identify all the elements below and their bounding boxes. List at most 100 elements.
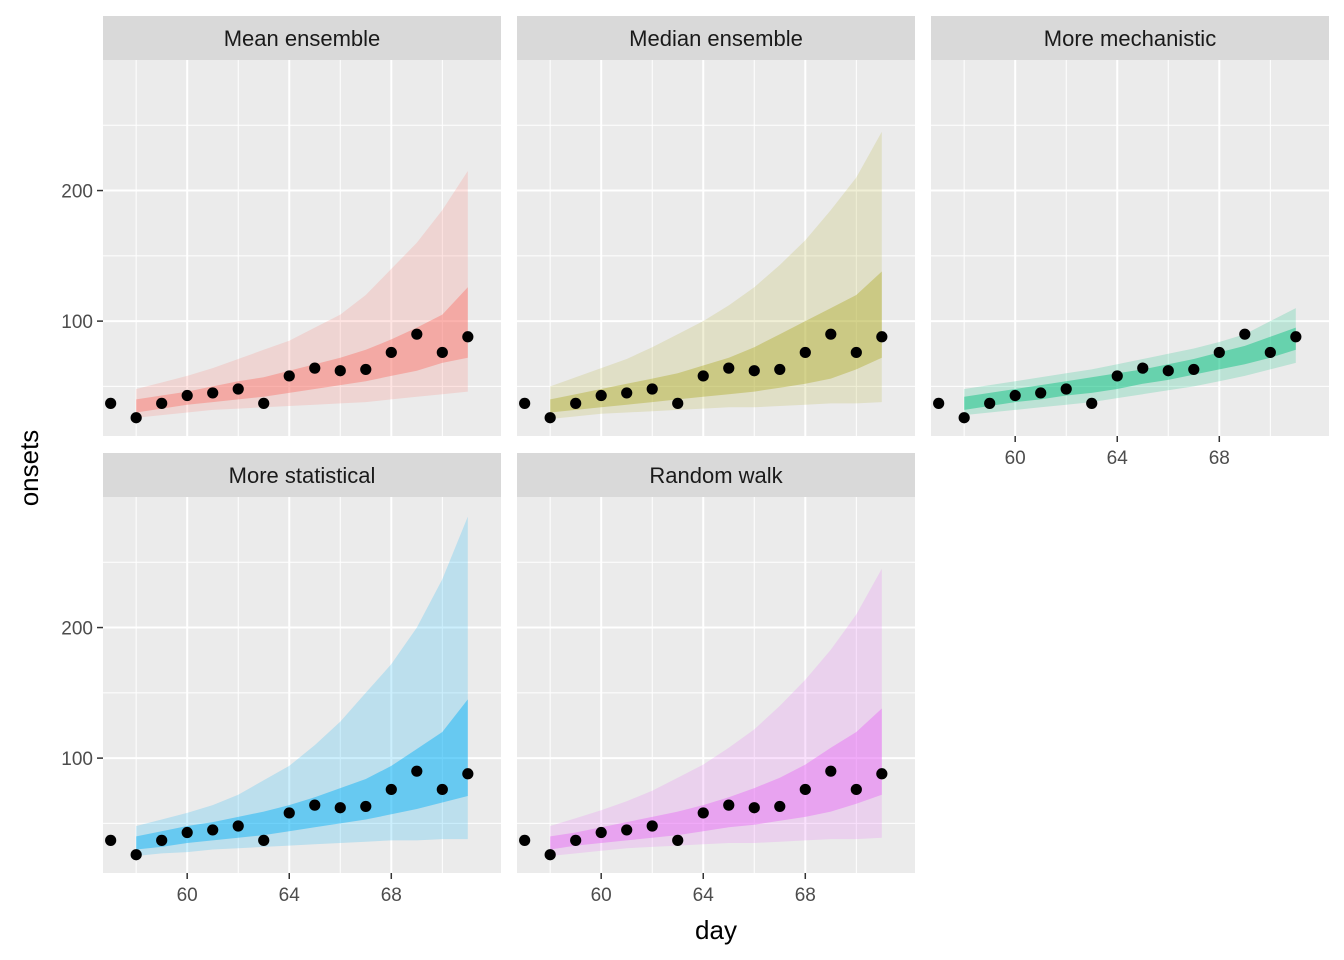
inner-interval-ribbon bbox=[550, 708, 882, 850]
observed-point bbox=[825, 328, 837, 340]
outer-interval-ribbon bbox=[136, 171, 468, 418]
panel-background bbox=[103, 497, 501, 873]
x-tick-label: 64 bbox=[1107, 448, 1129, 469]
observed-point bbox=[156, 834, 168, 846]
observed-point bbox=[876, 768, 888, 780]
observed-point bbox=[595, 389, 607, 402]
observed-point bbox=[748, 802, 760, 814]
observed-point bbox=[436, 783, 448, 796]
observed-point bbox=[258, 397, 270, 409]
observed-point bbox=[799, 346, 811, 359]
observed-point bbox=[360, 363, 372, 376]
observed-point bbox=[595, 826, 607, 839]
observed-point bbox=[748, 365, 760, 377]
x-tick-label: 68 bbox=[381, 885, 402, 906]
inner-interval-ribbon bbox=[550, 271, 882, 413]
x-axis-title: day bbox=[695, 915, 737, 945]
facet-strip bbox=[517, 453, 915, 497]
observed-point bbox=[1060, 383, 1072, 395]
observed-point bbox=[621, 824, 633, 836]
observed-point bbox=[232, 820, 244, 832]
observed-point bbox=[436, 346, 448, 359]
observed-point bbox=[850, 783, 862, 796]
observed-point bbox=[360, 800, 372, 813]
observed-point bbox=[519, 834, 531, 846]
observed-point bbox=[570, 397, 582, 409]
observed-point bbox=[1239, 328, 1251, 340]
observed-point bbox=[1162, 365, 1174, 377]
x-tick-label: 60 bbox=[177, 885, 198, 906]
panel-background bbox=[103, 60, 501, 436]
facet-strip-label: More mechanistic bbox=[1044, 26, 1216, 51]
facet-panels: Mean ensemble 100 200 Median ensemble More m… bbox=[61, 16, 1329, 906]
panel-background bbox=[931, 60, 1329, 436]
observed-point bbox=[672, 397, 684, 409]
observed-point bbox=[462, 331, 474, 343]
observed-point bbox=[958, 412, 970, 424]
observed-point bbox=[1009, 389, 1021, 402]
observed-point bbox=[646, 383, 658, 395]
observed-point bbox=[876, 331, 888, 343]
inner-interval-ribbon bbox=[964, 327, 1296, 410]
outer-interval-ribbon bbox=[550, 568, 882, 856]
observed-point bbox=[1188, 363, 1200, 376]
observed-point bbox=[646, 820, 658, 832]
observed-point bbox=[850, 346, 862, 359]
observed-point bbox=[309, 362, 321, 374]
observed-point bbox=[723, 362, 735, 374]
y-tick-label: 200 bbox=[61, 182, 93, 203]
observed-point bbox=[232, 383, 244, 395]
observed-point bbox=[283, 370, 295, 382]
x-tick-label: 68 bbox=[1209, 448, 1230, 469]
facet-strip-label: Mean ensemble bbox=[224, 26, 381, 51]
observed-point bbox=[1137, 362, 1149, 374]
facet-strip-label: More statistical bbox=[229, 463, 376, 488]
facet-more-mechanistic: More mechanistic 60 64 68 bbox=[931, 16, 1329, 469]
observed-point bbox=[462, 768, 474, 780]
y-tick-label: 200 bbox=[61, 619, 93, 640]
observed-point bbox=[1111, 370, 1123, 382]
x-tick-label: 68 bbox=[795, 885, 816, 906]
facet-more-statistical: More statistical 100 200 60 64 68 bbox=[61, 453, 501, 906]
observed-point bbox=[334, 365, 346, 377]
inner-interval-ribbon bbox=[136, 699, 468, 850]
observed-point bbox=[105, 397, 117, 409]
observed-point bbox=[697, 370, 709, 382]
observed-point bbox=[774, 363, 786, 376]
observed-point bbox=[570, 834, 582, 846]
observed-point bbox=[156, 397, 168, 409]
observed-point bbox=[258, 834, 270, 846]
observed-point bbox=[519, 397, 531, 409]
observed-point bbox=[309, 799, 321, 811]
observed-point bbox=[207, 387, 219, 399]
observed-point bbox=[334, 802, 346, 814]
observed-point bbox=[933, 397, 945, 409]
x-tick-label: 60 bbox=[591, 885, 612, 906]
facet-strip bbox=[103, 16, 501, 60]
panel-background bbox=[517, 497, 915, 873]
facet-strip bbox=[103, 453, 501, 497]
observed-point bbox=[544, 412, 556, 424]
observed-point bbox=[799, 783, 811, 796]
facet-mean-ensemble: Mean ensemble 100 200 bbox=[61, 16, 501, 436]
outer-interval-ribbon bbox=[136, 516, 468, 856]
observed-point bbox=[1086, 397, 1098, 409]
observed-point bbox=[385, 783, 397, 796]
observed-point bbox=[1213, 346, 1225, 359]
x-tick-label: 60 bbox=[1005, 448, 1026, 469]
outer-interval-ribbon bbox=[550, 131, 882, 420]
observed-point bbox=[984, 397, 996, 409]
observed-point bbox=[181, 389, 193, 402]
y-tick-label: 100 bbox=[61, 749, 93, 770]
observed-point bbox=[672, 834, 684, 846]
observed-point bbox=[181, 826, 193, 839]
observed-point bbox=[105, 834, 117, 846]
observed-point bbox=[1035, 387, 1047, 399]
observed-point bbox=[723, 799, 735, 811]
inner-interval-ribbon bbox=[136, 287, 468, 413]
x-tick-label: 64 bbox=[693, 885, 715, 906]
observed-point bbox=[130, 412, 142, 424]
observed-point bbox=[411, 328, 423, 340]
facet-strip-label: Random walk bbox=[649, 463, 783, 488]
